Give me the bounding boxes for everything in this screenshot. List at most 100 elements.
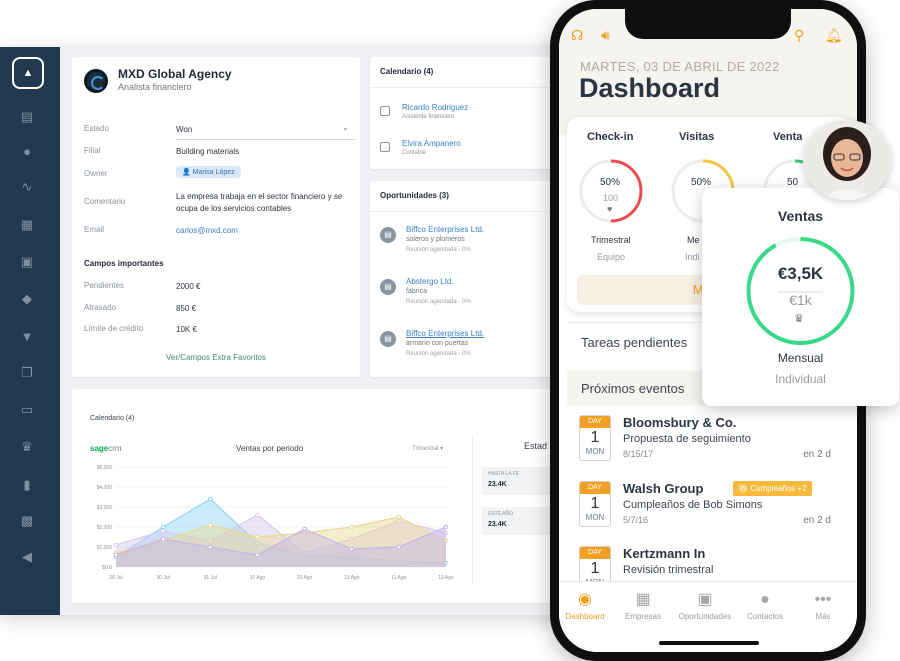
- data-point: [207, 522, 213, 528]
- divider: [370, 87, 560, 88]
- y-tick-label: $3,000: [97, 505, 113, 511]
- x-tick-label: 20 Ago: [297, 575, 313, 581]
- data-point: [349, 536, 355, 542]
- tab-label: Oportunidades: [678, 612, 732, 621]
- event-item[interactable]: DAY 1 MON Walsh Group 🎁︎ Cumpleaños +2 C…: [579, 481, 837, 541]
- opportunities-card-title: Oportunidades (3): [380, 191, 449, 200]
- event-item[interactable]: DAY 1 MON Bloomsbury & Co. Propuesta de …: [579, 415, 837, 475]
- data-point: [160, 536, 166, 542]
- badge-num: 1: [590, 495, 600, 512]
- y-tick-label: $0.0: [102, 565, 112, 571]
- building-icon: ▤: [380, 279, 396, 295]
- calendar-item-sub: Asistente financiero: [402, 114, 455, 120]
- crm-sidebar: ▲ ▤ ● ∿ ▦ ▣ ◆ ▼ ❐ ▭ ♛ ▮ ▩ ◀: [0, 47, 60, 615]
- estado-select[interactable]: Won: [176, 124, 356, 140]
- avatar[interactable]: [803, 120, 891, 200]
- owner-chip[interactable]: 👤 Marisa López: [176, 166, 241, 178]
- calendar-item-name[interactable]: Ricardo Rodriguez: [402, 103, 469, 112]
- chart-title: Ventas por periodo: [236, 444, 304, 453]
- data-point: [349, 554, 355, 560]
- ring-caption-secondary: Equipo: [597, 252, 626, 262]
- briefcase-icon[interactable]: ▣: [20, 254, 34, 269]
- data-point: [113, 552, 119, 558]
- contact-icon: ●: [760, 591, 770, 608]
- trophy-icon[interactable]: ♛: [21, 439, 33, 454]
- data-point: [207, 538, 213, 544]
- tag-icon[interactable]: ◆: [22, 291, 32, 306]
- kpi-box: ESTE AÑO 23.4K: [482, 507, 552, 535]
- activity-icon[interactable]: ∿: [21, 179, 33, 194]
- tab-contactos[interactable]: ● Contactos: [735, 590, 795, 621]
- report-icon[interactable]: ▩: [20, 513, 34, 528]
- agency-role: Analista financiero: [118, 82, 192, 92]
- trophy-icon: ♛: [794, 313, 804, 325]
- tab-empresas[interactable]: ▦ Empresas: [613, 590, 673, 621]
- event-date: 5/7/16: [623, 515, 649, 525]
- event-subtitle: Cumpleaños de Bob Simons: [623, 499, 763, 511]
- x-tick-label: 11 Ago: [391, 575, 406, 581]
- opportunity-sub: fabrica: [406, 288, 428, 295]
- image-icon[interactable]: ▭: [20, 402, 34, 417]
- document-icon[interactable]: ▤: [20, 109, 34, 124]
- opportunity-name[interactable]: Biffco Enterprises Ltd.: [406, 329, 485, 338]
- data-point: [443, 538, 449, 544]
- tab-dashboard[interactable]: ◉ Dashboard: [559, 590, 615, 621]
- agency-name: MXD Global Agency: [118, 67, 232, 81]
- calendar-card: Calendario (4) Ricardo Rodriguez Asisten…: [370, 57, 560, 169]
- copy-icon[interactable]: ❐: [21, 365, 33, 380]
- event-when: en 2 d: [803, 515, 831, 526]
- megaphone-icon[interactable]: ◀: [22, 549, 32, 564]
- user-icon[interactable]: ●: [23, 144, 31, 159]
- sales-area-chart: $5,000 $4,000 $3,000 $2,000 $1,000 $0.0 28 Jul…: [97, 465, 454, 581]
- field-value: 850 €: [176, 304, 197, 313]
- ventas-popout-card[interactable]: Ventas €3,5K €1k ♛ Mensual Individual: [702, 188, 899, 406]
- crm-desktop-window: ▲ ▤ ● ∿ ▦ ▣ ◆ ▼ ❐ ▭ ♛ ▮ ▩ ◀ MXD Global A…: [0, 47, 570, 615]
- data-point: [396, 558, 402, 564]
- opportunity-name[interactable]: Biffco Enterprises Ltd.: [406, 225, 485, 234]
- more-icon: •••: [814, 591, 832, 608]
- favorite-fields-link[interactable]: Ver/Campos Extra Favoritos: [165, 353, 267, 362]
- calendar-item-name[interactable]: Elvira Ampanero: [402, 139, 461, 148]
- kpi-value: 23.4K: [488, 481, 507, 488]
- y-tick-label: $5,000: [97, 465, 113, 471]
- trophy-icon: ♥: [607, 204, 613, 214]
- cart-icon[interactable]: ▼: [20, 329, 34, 344]
- series-area-3: [116, 527, 446, 567]
- opportunity-name[interactable]: Abstergo Ltd.: [406, 277, 454, 286]
- data-point: [396, 544, 402, 550]
- app-logo-icon[interactable]: ▲: [12, 57, 44, 89]
- series-area-0: [116, 499, 446, 567]
- tab-oportunidades[interactable]: ▣ Oportunidades: [675, 590, 735, 621]
- ventas-progress-ring: [746, 237, 855, 345]
- search-icon[interactable]: ⚲: [794, 27, 805, 43]
- popout-target: €1k: [789, 292, 812, 308]
- data-point: [255, 534, 260, 540]
- popout-value: €3,5K: [777, 264, 824, 283]
- event-title: Kertzmann In: [623, 546, 706, 561]
- important-fields-title: Campos importantes: [84, 259, 164, 268]
- series-line-0: [115, 498, 447, 564]
- field-label: Email: [84, 225, 105, 234]
- calendar-icon[interactable]: ▦: [20, 217, 34, 232]
- bar-chart-icon[interactable]: ▮: [23, 477, 31, 492]
- x-tick-label: 31 Jul: [204, 575, 217, 581]
- tab-label: Contactos: [746, 612, 784, 621]
- opportunity-meta: Reunión agendada · 0%: [406, 299, 471, 305]
- bell-icon[interactable]: 🔔︎: [825, 27, 843, 43]
- event-title: Bloomsbury & Co.: [623, 415, 737, 430]
- next-events-label: Próximos eventos: [581, 381, 685, 396]
- field-label: Comentario: [84, 197, 126, 206]
- period-select[interactable]: Trimestral ▾: [412, 446, 444, 452]
- tab-label: Dashboard: [565, 612, 605, 621]
- birthday-chip[interactable]: 🎁︎ Cumpleaños +2: [733, 481, 812, 496]
- tab-mas[interactable]: ••• Más: [793, 590, 853, 621]
- chevron-down-icon[interactable]: ⌄: [342, 123, 349, 132]
- sound-icon[interactable]: 🔊︎: [601, 27, 610, 43]
- checkbox[interactable]: [380, 142, 390, 152]
- sage-crm-logo: sagecrm: [90, 444, 122, 453]
- signal-icon[interactable]: ☊: [571, 27, 584, 43]
- checkbox[interactable]: [380, 106, 390, 116]
- series-area-1: [116, 515, 446, 567]
- email-link[interactable]: carlos@mxd.com: [176, 226, 238, 235]
- popout-caption-secondary: Individual: [775, 372, 826, 386]
